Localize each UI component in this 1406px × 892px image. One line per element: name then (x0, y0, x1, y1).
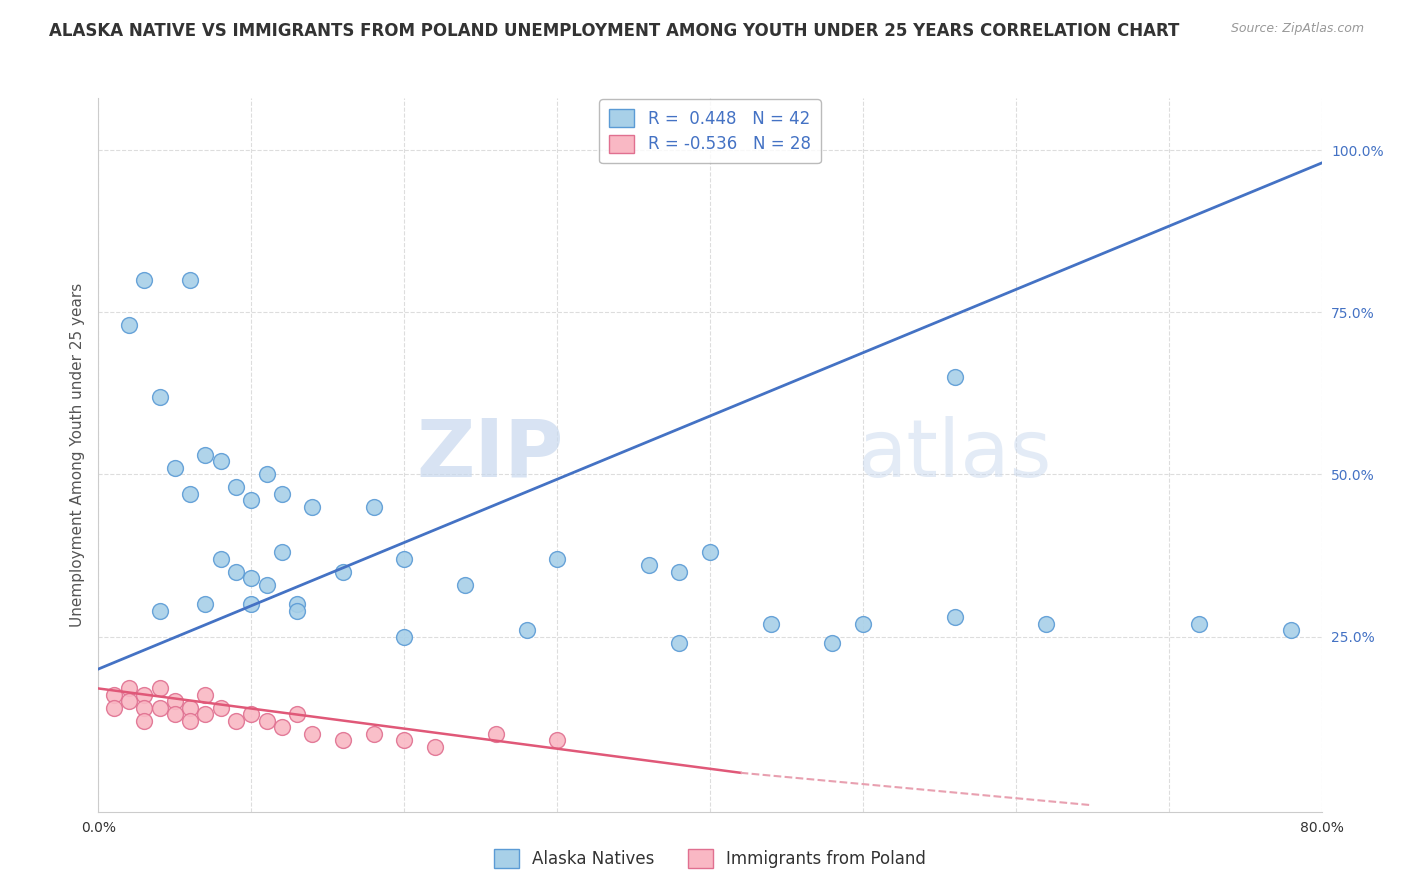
Point (943, 610, 966, 624)
Point (637, 558, 661, 573)
Point (363, 500, 385, 514)
Text: atlas: atlas (856, 416, 1052, 494)
Point (194, 707, 217, 722)
Point (240, 571, 263, 585)
Point (149, 681, 172, 696)
Point (332, 565, 354, 579)
Point (103, 688, 125, 702)
Text: ZIP: ZIP (416, 416, 564, 494)
Point (256, 467, 278, 482)
Point (179, 701, 201, 715)
Point (285, 604, 308, 618)
Point (759, 616, 782, 631)
Point (179, 273, 201, 287)
Point (209, 701, 232, 715)
Point (516, 623, 538, 637)
Point (134, 273, 156, 287)
Point (1279, 623, 1302, 637)
Point (332, 733, 354, 747)
Point (209, 454, 232, 468)
Point (240, 707, 263, 722)
Point (454, 577, 477, 591)
Point (134, 688, 156, 702)
Point (285, 707, 308, 722)
Text: ALASKA NATIVE VS IMMIGRANTS FROM POLAND UNEMPLOYMENT AMONG YOUTH UNDER 25 YEARS : ALASKA NATIVE VS IMMIGRANTS FROM POLAND … (49, 22, 1180, 40)
Point (546, 733, 568, 747)
Point (485, 727, 508, 741)
Point (149, 390, 172, 404)
Point (852, 616, 875, 631)
Point (225, 565, 247, 579)
Point (225, 480, 247, 494)
Point (392, 630, 416, 644)
Point (668, 636, 690, 650)
Point (179, 487, 201, 501)
Point (134, 714, 156, 728)
Point (699, 545, 721, 559)
Point (179, 714, 201, 728)
Point (240, 597, 263, 611)
Point (821, 636, 844, 650)
Point (209, 551, 232, 566)
Point (256, 577, 278, 591)
Point (194, 688, 217, 702)
Point (149, 701, 172, 715)
Point (163, 461, 186, 475)
Text: Source: ZipAtlas.com: Source: ZipAtlas.com (1230, 22, 1364, 36)
Point (285, 597, 308, 611)
Point (118, 318, 141, 333)
Point (134, 701, 156, 715)
Y-axis label: Unemployment Among Youth under 25 years: Unemployment Among Youth under 25 years (69, 283, 84, 627)
Point (943, 370, 966, 384)
Point (301, 727, 323, 741)
Point (118, 681, 141, 696)
Point (1188, 616, 1211, 631)
Point (423, 739, 446, 754)
Point (118, 694, 141, 708)
Point (256, 714, 278, 728)
Point (301, 500, 323, 514)
Point (270, 487, 292, 501)
Point (363, 727, 385, 741)
Point (668, 565, 690, 579)
Point (270, 545, 292, 559)
Point (194, 597, 217, 611)
Point (149, 604, 172, 618)
Point (163, 707, 186, 722)
Point (194, 448, 217, 462)
Point (240, 493, 263, 508)
Point (103, 701, 125, 715)
Point (270, 720, 292, 734)
Point (392, 733, 416, 747)
Point (163, 694, 186, 708)
Point (392, 551, 416, 566)
Point (546, 551, 568, 566)
Legend: Alaska Natives, Immigrants from Poland: Alaska Natives, Immigrants from Poland (488, 843, 932, 875)
Point (225, 714, 247, 728)
Point (1035, 616, 1057, 631)
